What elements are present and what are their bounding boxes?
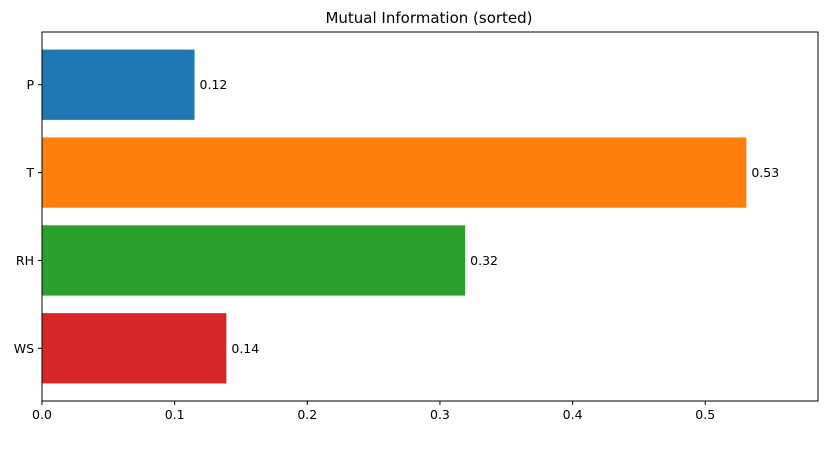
axes-frame — [41, 31, 819, 402]
x-tick-label: 0.2 — [297, 407, 317, 422]
bar-ws — [42, 313, 227, 384]
x-tick-label: 0.0 — [32, 407, 52, 422]
x-tick-label: 0.3 — [430, 407, 450, 422]
value-label-t: 0.53 — [751, 165, 779, 180]
chart-title: Mutual Information (sorted) — [325, 9, 532, 27]
plot-area: P 0.12 T 0.53 RH 0.32 WS 0.14 0.0 0.1 0.2 0.3 0.4 0.5 — [14, 31, 819, 422]
x-tick-label: 0.4 — [563, 407, 583, 422]
bar-t — [42, 137, 747, 208]
y-tick-label: P — [26, 77, 34, 92]
value-label-p: 0.12 — [200, 77, 228, 92]
bar-rh — [42, 225, 466, 296]
y-tick-label: T — [25, 165, 34, 180]
y-tick-label: WS — [14, 341, 34, 356]
value-label-rh: 0.32 — [470, 253, 498, 268]
bar-p — [42, 49, 195, 120]
x-tick-label: 0.1 — [165, 407, 185, 422]
x-tick-label: 0.5 — [695, 407, 715, 422]
y-tick-label: RH — [16, 253, 34, 268]
value-label-ws: 0.14 — [231, 341, 259, 356]
